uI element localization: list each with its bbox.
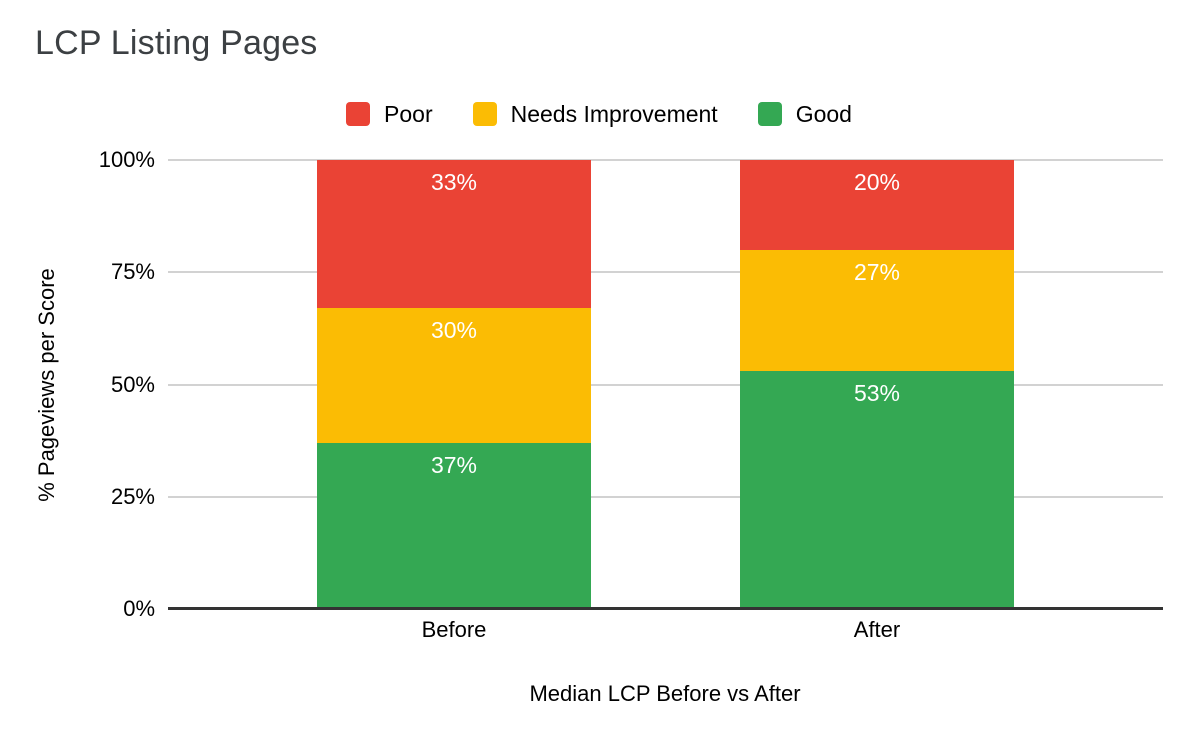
bar-label-before-poor: 33% xyxy=(430,169,478,196)
gridline-50- xyxy=(168,383,1163,386)
y-tick-100-: 100% xyxy=(98,147,155,172)
bar-after: 53% 27% 20% xyxy=(740,160,1014,609)
y-tick-25-: 25% xyxy=(110,483,155,509)
legend-label-needs-improvement: Needs Improvement xyxy=(510,100,718,127)
gridline-25- xyxy=(168,495,1163,498)
x-axis-title: Median LCP Before vs After xyxy=(529,681,801,706)
legend-swatch-good xyxy=(757,102,782,126)
legend-swatch-poor xyxy=(346,102,371,126)
legend-item-good: Good xyxy=(757,100,852,128)
bar-segment-before-good: 37% xyxy=(317,442,591,609)
bar-segment-after-needs-improvement: 27% xyxy=(740,249,1014,372)
bar-before: 37% 30% 33% xyxy=(317,160,591,609)
chart-title: LCP Listing Pages xyxy=(35,24,318,62)
bar-label-after-needs-improvement: 27% xyxy=(853,258,901,285)
legend-item-poor: Poor xyxy=(346,101,433,128)
bar-label-after-good: 53% xyxy=(853,380,901,407)
bar-label-before-needs-improvement: 30% xyxy=(430,317,478,344)
legend-label-good: Good xyxy=(795,100,852,127)
gridline-100- xyxy=(168,159,1163,161)
y-tick-50-: 50% xyxy=(110,371,155,397)
x-category-label-after: After xyxy=(853,617,901,642)
plot-area: 37% 30% 33% 53% 27% 20% xyxy=(168,159,1163,610)
legend: Poor Needs Improvement Good xyxy=(0,100,1198,128)
bar-label-after-poor: 20% xyxy=(853,169,901,196)
y-tick-75-: 75% xyxy=(110,259,155,285)
gridline-75- xyxy=(168,271,1163,274)
legend-label-poor: Poor xyxy=(384,100,433,127)
x-category-label-before: Before xyxy=(421,617,487,642)
legend-swatch-needs-improvement xyxy=(472,102,497,126)
bar-segment-after-good: 53% xyxy=(740,371,1014,609)
legend-item-needs-improvement: Needs Improvement xyxy=(472,100,718,128)
bar-segment-after-poor: 20% xyxy=(740,160,1014,250)
bar-label-before-good: 37% xyxy=(430,451,478,478)
x-axis-baseline xyxy=(168,607,1163,610)
bar-segment-before-poor: 33% xyxy=(317,160,591,309)
bar-segment-before-needs-improvement: 30% xyxy=(317,308,591,443)
y-tick-0-: 0% xyxy=(123,596,155,621)
